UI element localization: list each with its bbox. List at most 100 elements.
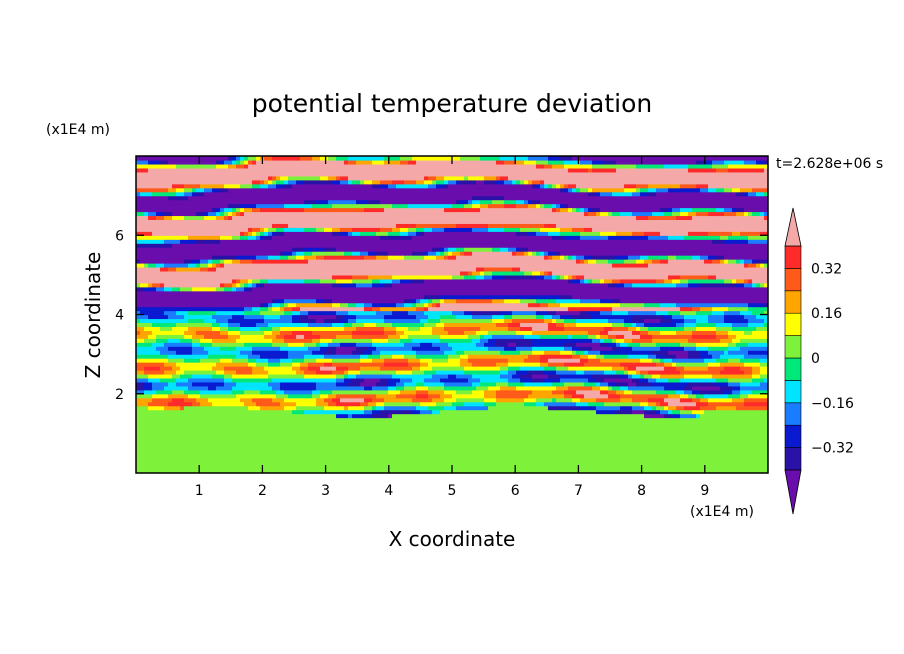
field-cell: [184, 425, 189, 431]
field-cell: [696, 369, 701, 375]
field-cell: [152, 433, 157, 438]
field-cell: [628, 437, 633, 442]
field-cell: [256, 401, 261, 407]
field-cell: [192, 358, 197, 363]
field-cell: [500, 441, 505, 446]
field-cell: [356, 465, 361, 470]
field-cell: [440, 393, 445, 399]
field-cell: [576, 401, 581, 407]
field-cell: [332, 445, 337, 450]
field-cell: [280, 457, 285, 462]
field-cell: [212, 469, 217, 473]
field-cell: [180, 369, 185, 375]
field-cell: [368, 409, 373, 415]
field-cell: [208, 425, 213, 431]
field-cell: [156, 401, 161, 407]
field-cell: [716, 437, 721, 442]
field-cell: [520, 445, 525, 450]
field-cell: [656, 445, 661, 450]
field-cell: [400, 437, 405, 442]
field-cell: [432, 437, 437, 442]
field-cell: [620, 393, 625, 399]
field-cell: [340, 453, 345, 458]
field-cell: [532, 377, 537, 383]
field-cell: [136, 366, 141, 371]
field-cell: [752, 389, 757, 395]
field-cell: [456, 381, 461, 387]
field-cell: [140, 429, 145, 434]
field-cell: [740, 362, 745, 367]
field-cell: [328, 389, 333, 395]
field-cell: [652, 465, 657, 470]
field-cell: [672, 350, 677, 355]
field-cell: [468, 461, 473, 466]
field-cell: [420, 437, 425, 442]
field-cell: [700, 417, 705, 423]
field-cell: [548, 381, 553, 387]
field-cell: [380, 413, 385, 419]
field-cell: [504, 461, 509, 466]
field-cell: [604, 373, 609, 379]
field-cell: [284, 389, 289, 395]
field-cell: [260, 354, 265, 359]
field-cell: [716, 377, 721, 383]
field-cell: [584, 469, 589, 473]
field-cell: [628, 465, 633, 470]
field-cell: [288, 453, 293, 458]
field-cell: [252, 417, 257, 423]
field-cell: [500, 389, 505, 395]
field-cell: [328, 461, 333, 466]
field-cell: [524, 362, 529, 367]
field-cell: [556, 397, 561, 403]
field-cell: [664, 421, 669, 427]
field-cell: [508, 433, 513, 438]
field-cell: [368, 397, 373, 403]
field-cell: [148, 421, 153, 427]
field-cell: [664, 362, 669, 367]
field-cell: [540, 469, 545, 473]
field-cell: [360, 445, 365, 450]
field-cell: [492, 377, 497, 383]
field-cell: [716, 425, 721, 431]
field-cell: [444, 445, 449, 450]
field-cell: [152, 425, 157, 431]
field-cell: [724, 425, 729, 431]
field-cell: [184, 397, 189, 403]
field-cell: [456, 453, 461, 458]
field-cell: [372, 369, 377, 375]
field-cell: [664, 409, 669, 415]
field-cell: [200, 385, 205, 391]
field-cell: [740, 453, 745, 458]
field-cell: [680, 362, 685, 367]
field-cell: [312, 465, 317, 470]
field-cell: [432, 421, 437, 427]
field-cell: [576, 377, 581, 383]
field-cell: [216, 461, 221, 466]
field-cell: [384, 381, 389, 387]
field-cell: [412, 421, 417, 427]
field-cell: [316, 441, 321, 446]
field-cell: [264, 441, 269, 446]
field-cell: [748, 369, 753, 375]
field-cell: [248, 437, 253, 442]
field-cell: [560, 409, 565, 415]
field-cell: [688, 350, 693, 355]
field-cell: [360, 393, 365, 399]
field-cell: [388, 369, 393, 375]
field-cell: [136, 373, 141, 379]
field-cell: [340, 429, 345, 434]
field-cell: [320, 350, 325, 355]
field-cell: [472, 397, 477, 403]
field-cell: [432, 429, 437, 434]
field-cell: [176, 425, 181, 431]
field-cell: [540, 393, 545, 399]
field-cell: [456, 449, 461, 454]
field-cell: [252, 401, 257, 407]
field-cell: [640, 413, 645, 419]
field-cell: [376, 377, 381, 383]
field-cell: [352, 346, 357, 351]
field-cell: [232, 381, 237, 387]
field-cell: [156, 461, 161, 466]
field-cell: [640, 421, 645, 427]
field-cell: [460, 453, 465, 458]
